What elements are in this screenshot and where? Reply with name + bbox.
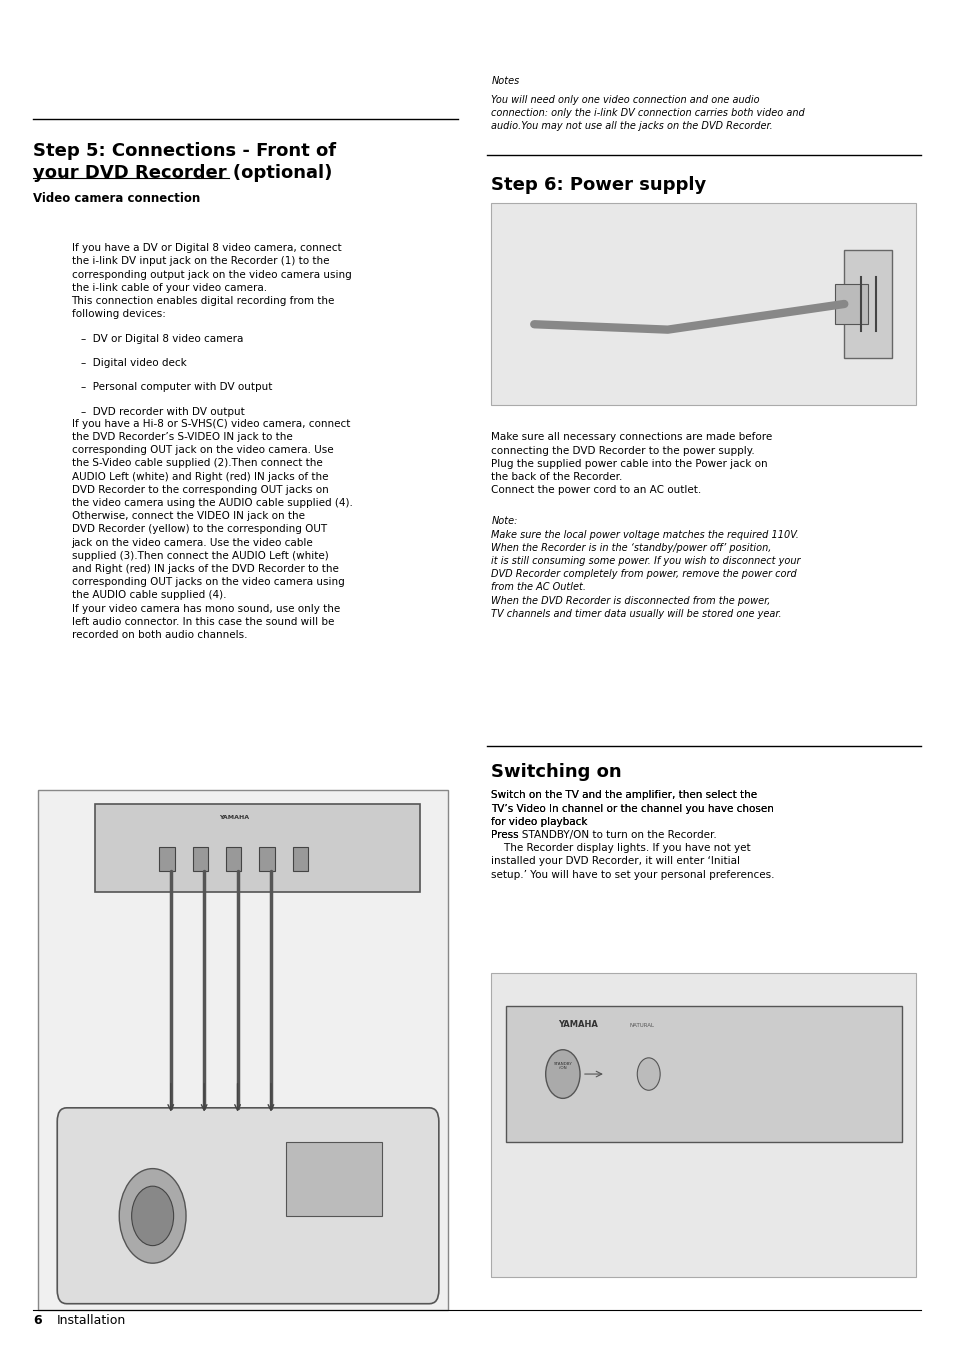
Text: If you have a DV or Digital 8 video camera, connect
the i-link DV input jack on : If you have a DV or Digital 8 video came… (71, 243, 351, 319)
Bar (293, 847, 308, 871)
Text: STANDBY
/ON: STANDBY /ON (553, 1062, 572, 1070)
Bar (193, 847, 208, 871)
Text: NATURAL: NATURAL (629, 1023, 654, 1028)
Text: –  Personal computer with DV output: – Personal computer with DV output (81, 382, 273, 392)
Bar (839, 223, 910, 378)
Text: Note:: Note: (491, 516, 517, 526)
Text: YAMAHA: YAMAHA (558, 1020, 598, 1029)
Bar (843, 250, 891, 358)
Text: You will need only one video connection and one audio
connection: only the i-lin: You will need only one video connection … (491, 95, 804, 131)
Circle shape (545, 1050, 579, 1098)
Circle shape (132, 1186, 173, 1246)
Text: Switching on: Switching on (491, 763, 621, 781)
Text: Make sure all necessary connections are made before
connecting the DVD Recorder : Make sure all necessary connections are … (491, 432, 772, 494)
Bar (159, 847, 174, 871)
Text: 6: 6 (33, 1313, 42, 1327)
Text: Notes: Notes (491, 76, 519, 85)
Circle shape (637, 1058, 659, 1090)
Bar (259, 847, 274, 871)
Text: Installation: Installation (57, 1313, 127, 1327)
FancyBboxPatch shape (57, 1108, 438, 1304)
FancyBboxPatch shape (491, 203, 915, 405)
Text: Video camera connection: Video camera connection (33, 192, 200, 205)
Text: If you have a Hi-8 or S-VHS(C) video camera, connect
the DVD Recorder’s S-VIDEO : If you have a Hi-8 or S-VHS(C) video cam… (71, 419, 352, 640)
Text: –  DVD recorder with DV output: – DVD recorder with DV output (81, 407, 245, 416)
Text: YAMAHA: YAMAHA (219, 815, 250, 820)
Text: Switch on the TV and the amplifier, then select the
TV’s Video In channel or the: Switch on the TV and the amplifier, then… (491, 790, 774, 880)
FancyBboxPatch shape (505, 1006, 901, 1142)
Bar (834, 284, 867, 324)
FancyBboxPatch shape (95, 804, 419, 892)
Bar (286, 1142, 381, 1216)
Text: Make sure the local power voltage matches the required 110V.
When the Recorder i: Make sure the local power voltage matche… (491, 530, 800, 619)
Text: Step 5: Connections - Front of
your DVD Recorder (optional): Step 5: Connections - Front of your DVD … (33, 142, 336, 182)
Text: Switch on the TV and the amplifier, then select the
TV’s Video In channel or the: Switch on the TV and the amplifier, then… (491, 790, 774, 840)
Text: –  DV or Digital 8 video camera: – DV or Digital 8 video camera (81, 334, 243, 343)
FancyBboxPatch shape (491, 973, 915, 1277)
Bar (226, 847, 241, 871)
FancyBboxPatch shape (38, 790, 448, 1310)
Text: Step 6: Power supply: Step 6: Power supply (491, 176, 706, 193)
Text: –  Digital video deck: – Digital video deck (81, 358, 187, 367)
Circle shape (119, 1169, 186, 1263)
